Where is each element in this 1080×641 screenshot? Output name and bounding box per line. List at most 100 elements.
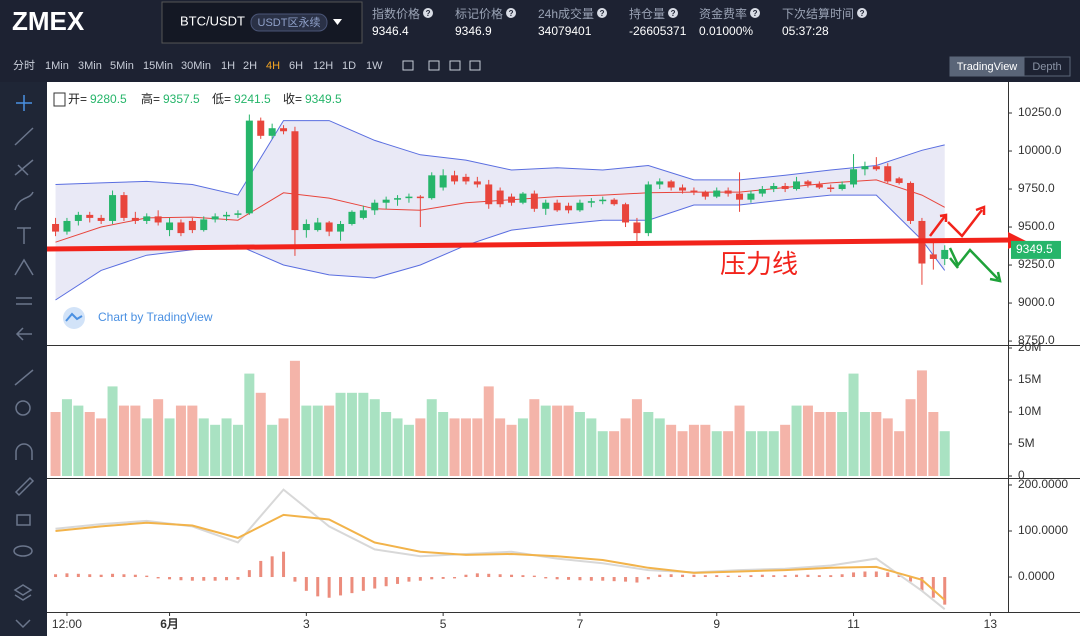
volume-bar bbox=[495, 418, 506, 476]
y-tick-label: 10250.0 bbox=[1018, 105, 1062, 119]
timeframe[interactable]: 1W bbox=[366, 60, 383, 72]
volume-bar bbox=[745, 431, 756, 476]
timeframe[interactable]: 15Min bbox=[143, 60, 173, 72]
volume-bar bbox=[232, 424, 243, 476]
y-tick-label: 10M bbox=[1018, 404, 1041, 418]
x-tick-label: 6月 bbox=[160, 617, 179, 631]
drawn-line[interactable] bbox=[46, 237, 1013, 252]
candle-body bbox=[200, 219, 208, 231]
timeframe[interactable]: 4H bbox=[266, 60, 280, 72]
symbol: BTC/USDT bbox=[180, 13, 245, 28]
layers-icon[interactable] bbox=[13, 584, 33, 601]
candle-body bbox=[530, 193, 538, 209]
macd-bar bbox=[863, 571, 867, 578]
macd-bar bbox=[852, 572, 856, 578]
candle-body bbox=[188, 220, 196, 231]
timeframe[interactable]: 2H bbox=[243, 60, 257, 72]
volume-bar bbox=[894, 431, 905, 476]
help-mark: ? bbox=[753, 9, 758, 18]
candle-body bbox=[929, 254, 937, 259]
volume-bar bbox=[118, 405, 129, 476]
eye-icon[interactable] bbox=[13, 545, 33, 557]
volume-bar bbox=[654, 418, 665, 476]
volume-bar bbox=[403, 424, 414, 476]
up-arrows bbox=[929, 205, 986, 238]
measure-icon[interactable] bbox=[16, 297, 32, 305]
volume-bar bbox=[859, 412, 870, 476]
macd-bar bbox=[567, 577, 571, 580]
candle-body bbox=[154, 216, 162, 223]
macd-bar bbox=[430, 577, 434, 580]
candle-body bbox=[302, 223, 310, 231]
zoom-icon[interactable] bbox=[15, 400, 31, 416]
crosshair-icon[interactable] bbox=[16, 95, 32, 111]
legend-label: 高= bbox=[141, 91, 160, 106]
magnet-icon[interactable] bbox=[15, 443, 33, 460]
view-button[interactable] bbox=[1023, 56, 1071, 77]
stat-label: 指数价格 bbox=[372, 6, 420, 21]
macd-bar bbox=[658, 574, 662, 578]
macd-bar bbox=[156, 577, 160, 579]
help-icon bbox=[668, 8, 679, 18]
toolbar-icon bbox=[428, 60, 440, 71]
timeframe[interactable]: 30Min bbox=[181, 60, 211, 72]
help-mark: ? bbox=[509, 9, 514, 18]
candle-body bbox=[120, 195, 128, 218]
legend-value: 9349.5 bbox=[305, 92, 342, 106]
stat-value: -26605371 bbox=[629, 24, 687, 38]
text-icon[interactable] bbox=[17, 227, 31, 244]
band-upper bbox=[55, 120, 945, 196]
x-tick-label: 9 bbox=[713, 617, 720, 631]
timeframe[interactable]: 1H bbox=[221, 60, 235, 72]
macd-bar bbox=[669, 574, 673, 578]
line-icon[interactable] bbox=[14, 127, 34, 146]
candle-body bbox=[86, 214, 94, 218]
pattern-icon[interactable] bbox=[14, 258, 34, 276]
candle-body bbox=[713, 190, 721, 197]
volume-bar bbox=[312, 405, 323, 476]
candle-body bbox=[63, 220, 71, 232]
volume-bar bbox=[289, 360, 300, 476]
ruler-icon[interactable] bbox=[14, 369, 34, 386]
pencil-icon[interactable] bbox=[14, 476, 35, 497]
y-tick-label: 0.0000 bbox=[1018, 569, 1055, 583]
macd-bar bbox=[327, 577, 331, 598]
volume-bar bbox=[597, 431, 608, 476]
legend-label: 收= bbox=[283, 92, 302, 106]
macd-bar bbox=[806, 574, 810, 578]
candle-body bbox=[872, 166, 880, 170]
macd-bar bbox=[487, 573, 491, 578]
volume-bar bbox=[346, 392, 357, 476]
macd-bar bbox=[544, 577, 548, 579]
macd-bar bbox=[931, 577, 935, 598]
timeframe[interactable]: 1D bbox=[342, 60, 356, 72]
timeframe[interactable]: 12H bbox=[313, 60, 333, 72]
collapse-icon[interactable] bbox=[15, 619, 31, 629]
legend-label: 低= bbox=[212, 92, 231, 106]
macd-bar bbox=[772, 575, 776, 578]
band-fill bbox=[55, 120, 945, 301]
candle-body bbox=[428, 175, 436, 199]
macd-bar bbox=[783, 575, 787, 578]
candle-body bbox=[736, 193, 744, 200]
volume-bar bbox=[278, 418, 289, 476]
macd-bar bbox=[635, 577, 639, 583]
volume-bar bbox=[164, 418, 175, 476]
candle-body bbox=[97, 217, 105, 221]
timeframe[interactable]: 1Min bbox=[45, 60, 69, 72]
timeframe[interactable]: 3Min bbox=[78, 60, 102, 72]
timeframe[interactable]: 5Min bbox=[110, 60, 134, 72]
fib-icon[interactable] bbox=[14, 159, 34, 176]
annotation: 压力线 bbox=[720, 249, 798, 279]
macd-bar bbox=[293, 577, 297, 582]
lock-icon[interactable] bbox=[16, 514, 31, 526]
volume-bar bbox=[175, 405, 186, 476]
brush-icon[interactable] bbox=[14, 191, 34, 211]
macd-bar bbox=[464, 574, 468, 578]
timeframe[interactable]: 6H bbox=[289, 60, 303, 72]
last-price-label: 9349.5 bbox=[1016, 242, 1053, 256]
back-icon[interactable] bbox=[15, 327, 32, 341]
candle-body bbox=[451, 175, 459, 182]
timeframe[interactable]: 分时 bbox=[13, 59, 35, 72]
